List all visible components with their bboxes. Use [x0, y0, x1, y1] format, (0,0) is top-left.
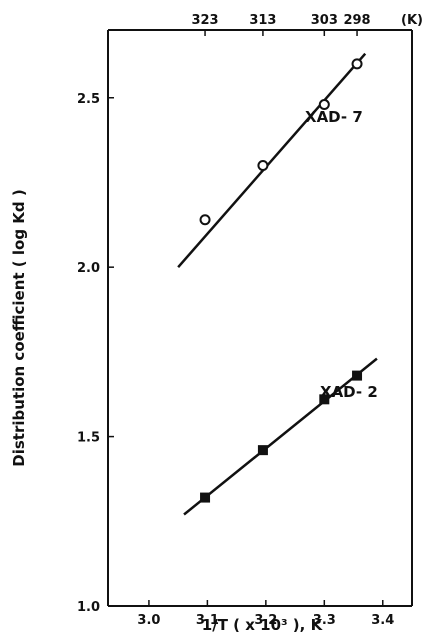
axis-ticks — [108, 30, 384, 607]
data-points — [199, 58, 363, 503]
y-tick-label: 1.0 — [77, 600, 100, 615]
data-point-xad7 — [351, 58, 363, 70]
data-point-xad2 — [200, 492, 211, 503]
top-tick-label: 298 — [343, 13, 370, 28]
x-tick-label: 3.3 — [313, 613, 336, 628]
top-axis-unit-label: (K) — [401, 13, 423, 28]
y-tick-label: 1.5 — [77, 431, 100, 446]
y-axis-title: Distribution coefficient ( log Kd ) — [10, 189, 28, 466]
axis-tick-labels: 3.0 3.1 3.2 3.3 3.4 1.0 1.5 2.0 2.5 323 313 303 298 — [77, 13, 394, 628]
data-point-xad2 — [257, 445, 268, 456]
data-point-xad7 — [257, 160, 269, 172]
data-point-xad2 — [352, 370, 363, 381]
data-point-xad7 — [199, 214, 211, 226]
x-tick-label: 3.4 — [371, 613, 394, 628]
y-tick-label: 2.0 — [77, 261, 100, 276]
fit-lines — [177, 52, 378, 516]
top-tick-label: 323 — [191, 13, 218, 28]
top-tick-label: 303 — [311, 13, 338, 28]
y-tick-label: 2.5 — [77, 92, 100, 107]
x-tick-label: 3.2 — [254, 613, 277, 628]
fit-line-xad2 — [183, 357, 378, 516]
x-tick-label: 3.0 — [137, 613, 160, 628]
series-label-xad7: XAD- 7 — [305, 108, 363, 126]
fit-line-xad7 — [177, 52, 367, 269]
x-tick-label: 3.1 — [196, 613, 219, 628]
x-axis-title: 1/T ( x 10³ ), K — [202, 616, 324, 634]
top-tick-label: 313 — [249, 13, 276, 28]
data-point-xad2 — [319, 394, 330, 405]
series-label-xad2: XAD- 2 — [320, 383, 378, 401]
plot-frame — [107, 29, 413, 607]
data-point-xad7 — [318, 99, 330, 111]
